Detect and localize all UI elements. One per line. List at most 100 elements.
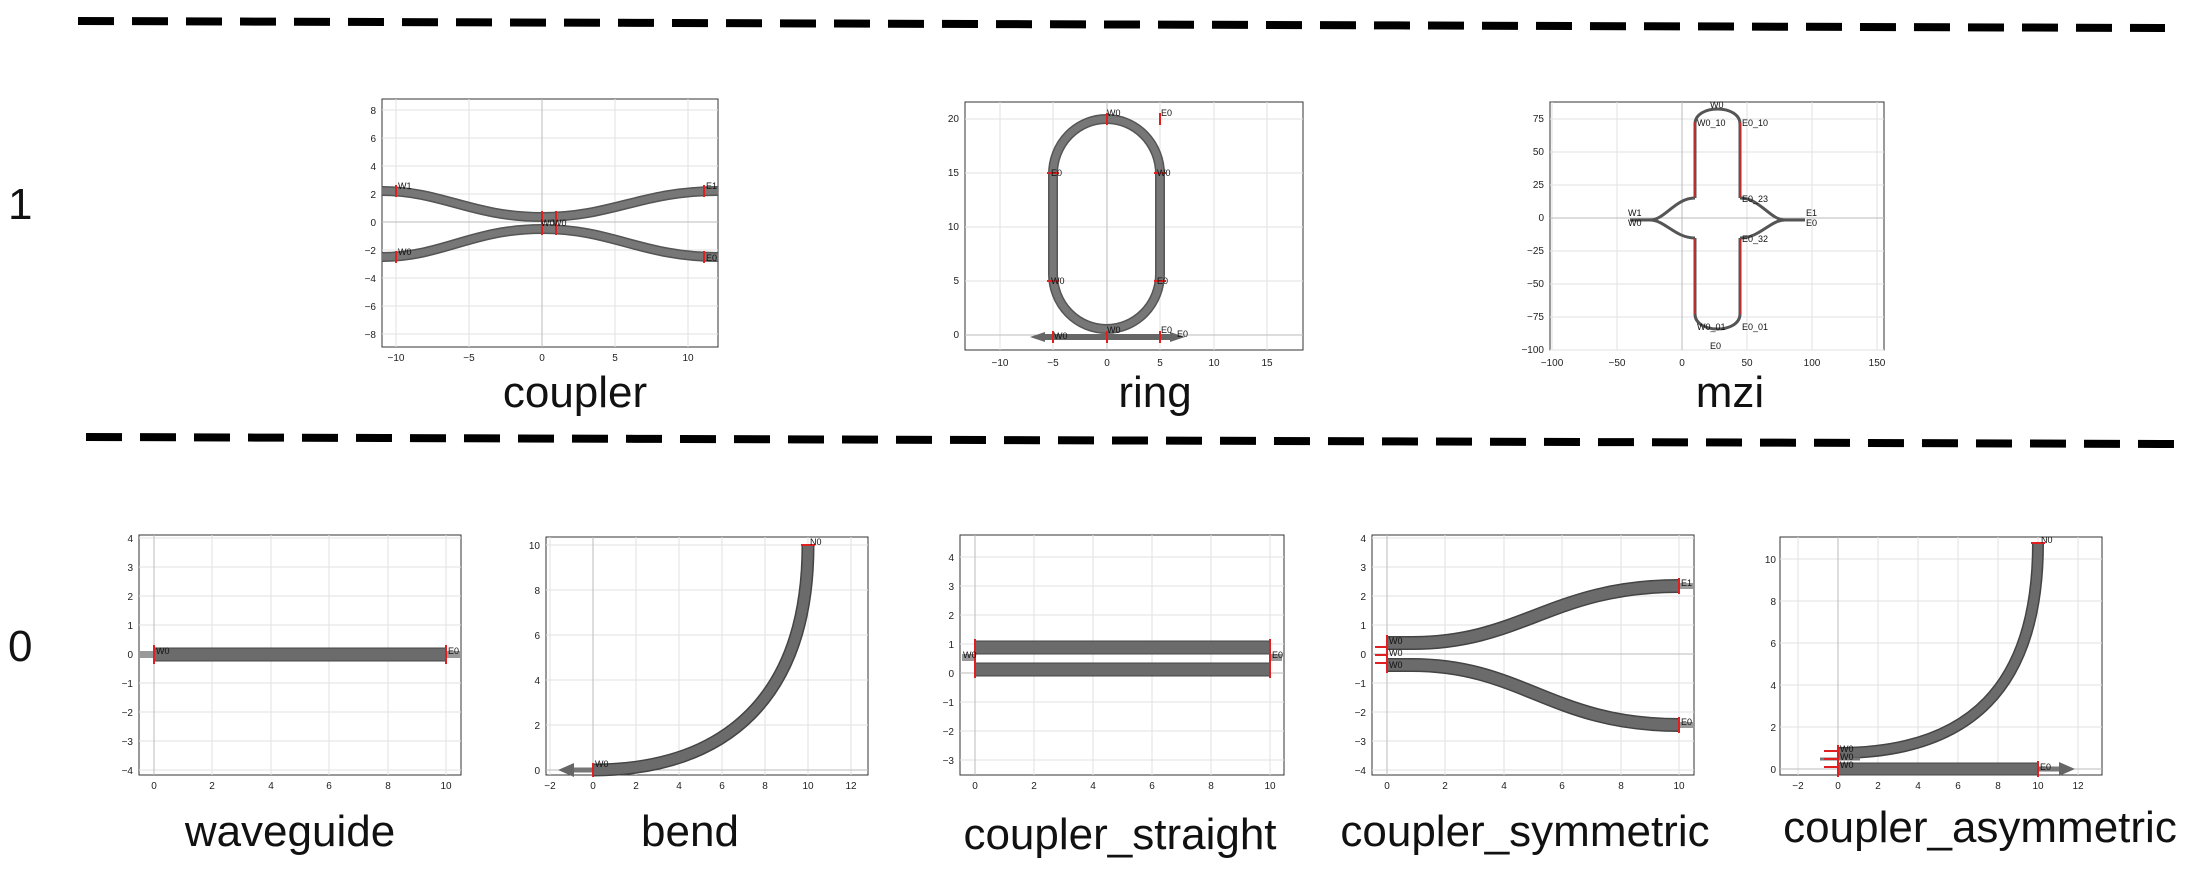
y-tick: 50 bbox=[1533, 147, 1545, 158]
x-tick: 150 bbox=[1869, 358, 1886, 369]
y-tick: 2 bbox=[948, 611, 954, 622]
y-tick: −8 bbox=[365, 330, 377, 341]
arrow-right bbox=[1170, 332, 1185, 342]
caption-coupler-symmetric: coupler_symmetric bbox=[1340, 807, 1710, 856]
caption-bend: bend bbox=[641, 807, 739, 856]
y-tick: 2 bbox=[127, 592, 133, 603]
port-label: W0 bbox=[1710, 100, 1724, 110]
port-label: E0_32 bbox=[1742, 234, 1768, 244]
straight-arm bbox=[1837, 762, 2039, 776]
x-tick: 10 bbox=[682, 353, 694, 364]
plot-coupler-symmetric: W0 W0 W0 E1 E0 0 2 4 6 8 10 4 3 2 1 0 −1… bbox=[1350, 533, 1700, 793]
x-tick: 8 bbox=[1208, 781, 1214, 792]
y-tick: 0 bbox=[534, 766, 540, 777]
port-label: W0 bbox=[1389, 660, 1403, 670]
port-label: W0 bbox=[1840, 752, 1854, 762]
y-tick: 4 bbox=[1770, 681, 1776, 692]
y-tick: −1 bbox=[122, 679, 134, 690]
divider-line-middle bbox=[85, 433, 2176, 448]
y-tick: 4 bbox=[534, 676, 540, 687]
y-tick: 6 bbox=[1770, 639, 1776, 650]
plot-coupler-straight: W0 E0 0 2 4 6 8 10 4 3 2 1 0 −1 −2 −3 bbox=[940, 533, 1290, 793]
x-tick: 5 bbox=[612, 353, 618, 364]
x-tick-labels: −10 −5 0 5 10 bbox=[388, 353, 694, 364]
y-tick: 2 bbox=[370, 190, 376, 201]
port-label: E0_10 bbox=[1742, 118, 1768, 128]
y-tick: 10 bbox=[1765, 555, 1777, 566]
x-tick: 6 bbox=[1955, 781, 1961, 792]
x-tick: 10 bbox=[1264, 781, 1276, 792]
x-tick: 6 bbox=[1149, 781, 1155, 792]
port-label: W0 bbox=[1840, 760, 1854, 770]
y-tick: 2 bbox=[534, 721, 540, 732]
x-tick: 6 bbox=[326, 781, 332, 792]
y-tick: 0 bbox=[127, 650, 133, 661]
x-tick: 2 bbox=[1442, 781, 1448, 792]
port-label: E1 bbox=[706, 181, 717, 191]
x-tick: 8 bbox=[385, 781, 391, 792]
y-tick: −3 bbox=[943, 756, 955, 767]
y-tick: 0 bbox=[953, 330, 959, 341]
y-tick: −25 bbox=[1527, 246, 1544, 257]
port-label: W0 bbox=[1107, 325, 1121, 335]
x-tick: 10 bbox=[440, 781, 452, 792]
plot-frame bbox=[964, 101, 1304, 351]
y-tick: −50 bbox=[1527, 279, 1544, 290]
x-tick: 2 bbox=[209, 781, 215, 792]
y-tick: −1 bbox=[1355, 679, 1367, 690]
port-label: W0 bbox=[541, 218, 555, 228]
port-label: E0 bbox=[1806, 218, 1817, 228]
x-tick: 15 bbox=[1261, 358, 1273, 369]
plot-area: W1 E1 W0 E0 W0 W0 bbox=[381, 98, 719, 348]
x-tick: 0 bbox=[539, 353, 545, 364]
x-tick: 12 bbox=[2072, 781, 2084, 792]
plot-waveguide: W0 E0 0 2 4 6 8 10 4 3 2 1 0 −1 −2 −3 −4 bbox=[115, 533, 465, 793]
waveguide-body bbox=[153, 647, 447, 662]
port-label: W0 bbox=[553, 218, 567, 228]
y-tick: 75 bbox=[1533, 114, 1545, 125]
plot-coupler-asymmetric: W0 W0 W0 E0 N0 −2 0 2 4 6 8 10 12 10 8 6… bbox=[1765, 533, 2120, 793]
y-tick: 8 bbox=[534, 586, 540, 597]
port-label: W0 bbox=[1389, 636, 1403, 646]
y-tick: −6 bbox=[365, 302, 377, 313]
port-label: W1 bbox=[398, 181, 412, 191]
port-label: E0_23 bbox=[1742, 194, 1768, 204]
y-tick: 8 bbox=[1770, 597, 1776, 608]
caption-ring: ring bbox=[1118, 368, 1192, 417]
port-label: W1 bbox=[1628, 208, 1642, 218]
plot-frame bbox=[1549, 101, 1885, 351]
port-label: W0 bbox=[156, 646, 170, 656]
plot-bend: W0 N0 −2 0 2 4 6 8 10 12 10 8 6 4 2 0 bbox=[520, 533, 870, 793]
x-tick: 100 bbox=[1804, 358, 1821, 369]
x-tick: −2 bbox=[544, 781, 556, 792]
x-tick: 4 bbox=[1090, 781, 1096, 792]
x-tick: 6 bbox=[1559, 781, 1565, 792]
y-tick: 4 bbox=[370, 162, 376, 173]
port-label: E0 bbox=[1710, 341, 1721, 351]
port-label: E0 bbox=[1161, 108, 1172, 118]
x-tick: 6 bbox=[719, 781, 725, 792]
y-tick: −2 bbox=[122, 708, 134, 719]
y-tick: 0 bbox=[370, 218, 376, 229]
x-tick: 8 bbox=[762, 781, 768, 792]
arrow-right bbox=[2059, 762, 2075, 776]
x-tick: 0 bbox=[151, 781, 157, 792]
port-label: E0 bbox=[2040, 762, 2051, 772]
x-tick: 2 bbox=[1875, 781, 1881, 792]
x-tick: 10 bbox=[1208, 358, 1220, 369]
y-tick: 3 bbox=[948, 582, 954, 593]
y-tick: 1 bbox=[948, 640, 954, 651]
x-tick: 2 bbox=[633, 781, 639, 792]
y-tick: 0 bbox=[948, 669, 954, 680]
y-tick: 1 bbox=[1360, 621, 1366, 632]
caption-coupler: coupler bbox=[502, 368, 648, 417]
plot-frame bbox=[959, 534, 1285, 776]
caption-mzi: mzi bbox=[1695, 368, 1765, 417]
y-tick: 10 bbox=[948, 222, 960, 233]
caption-coupler-straight: coupler_straight bbox=[963, 810, 1277, 859]
plot-ring: W0 E0 E0 W0 W0 E0 W0 E0 W0 E0 −10 −5 0 5… bbox=[930, 100, 1330, 370]
divider-line-top bbox=[77, 17, 2166, 32]
caption-waveguide: waveguide bbox=[184, 807, 396, 856]
port-label: E0 bbox=[1272, 650, 1283, 660]
x-tick: −5 bbox=[463, 353, 475, 364]
